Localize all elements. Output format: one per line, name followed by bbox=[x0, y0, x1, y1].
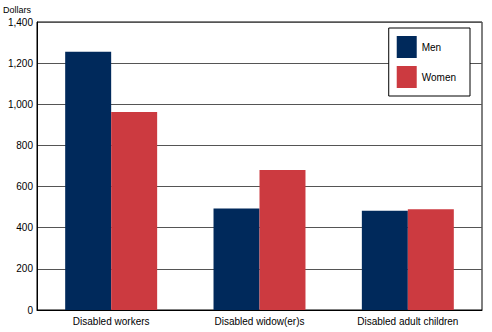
svg-text:1,200: 1,200 bbox=[8, 58, 33, 69]
svg-text:400: 400 bbox=[16, 222, 33, 233]
svg-text:800: 800 bbox=[16, 140, 33, 151]
svg-text:Men: Men bbox=[422, 42, 441, 53]
svg-text:200: 200 bbox=[16, 263, 33, 274]
svg-text:1,400: 1,400 bbox=[8, 17, 33, 28]
svg-text:Women: Women bbox=[422, 72, 456, 83]
svg-text:Disabled widow(er)s: Disabled widow(er)s bbox=[214, 316, 304, 327]
svg-text:Disabled workers: Disabled workers bbox=[73, 316, 150, 327]
svg-text:0: 0 bbox=[27, 305, 33, 316]
svg-text:600: 600 bbox=[16, 181, 33, 192]
svg-text:1,000: 1,000 bbox=[8, 99, 33, 110]
svg-text:Disabled adult children: Disabled adult children bbox=[357, 316, 458, 327]
svg-text:Dollars: Dollars bbox=[3, 5, 32, 15]
